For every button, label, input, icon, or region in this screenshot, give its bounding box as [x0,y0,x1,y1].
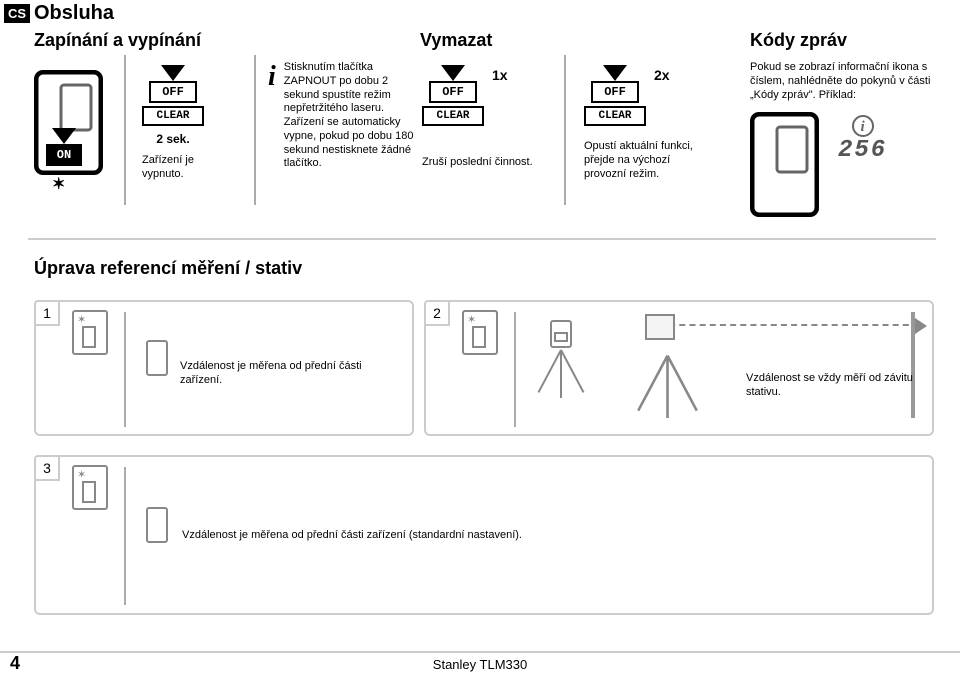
device-off-text: Zařízení je vypnuto. [142,154,238,182]
panel2-desc: Vzdálenost se vždy měří od závitu stativ… [746,372,916,400]
off-button-label: OFF [591,81,639,103]
panel-number: 1 [34,300,60,326]
arrow-down-icon [161,65,185,81]
arrow-down-icon [441,65,465,81]
press-count: 1x [492,67,508,83]
panel1-desc: Vzdálenost je měřena od přední části zař… [180,360,401,388]
reference-icon [72,310,108,355]
section-codes-title: Kódy zpráv [750,30,847,51]
arrow-down-icon [603,65,627,81]
divider [124,467,126,605]
duration-label: 2 sek. [142,132,204,146]
panel-number: 3 [34,455,60,481]
main-title: Obsluha [34,2,114,25]
panel-2: 2 Vzdálenost se vždy měří od závitu stat… [424,300,934,436]
panel-1: 1 Vzdálenost je měřena od přední části z… [34,300,414,436]
panel-number: 2 [424,300,450,326]
divider [564,55,566,205]
tripod-icon [536,338,586,398]
off-button-label: OFF [429,81,477,103]
reference-icon [462,310,498,355]
device-small-icon [146,340,168,376]
section-clear-title: Vymazat [420,30,492,51]
footer-product: Stanley TLM330 [0,651,960,672]
section-onoff-title: Zapínání a vypínání [34,30,201,51]
device-small-icon [146,507,168,543]
info-circle-icon: i [852,115,874,137]
panel3-desc: Vzdálenost je měřena od přední části zař… [182,529,522,543]
clear-button-label: CLEAR [584,106,646,126]
reference-icon [72,465,108,510]
code-display: 256 [838,137,887,164]
section-ref-title: Úprava referencí měření / stativ [34,258,302,279]
codes-info-text: Pokud se zobrazí informační ikona s čísl… [750,61,936,102]
info-text: Stisknutím tlačítka ZAPNOUT po dobu 2 se… [284,61,418,171]
press-count: 2x [654,67,670,83]
divider [124,312,126,427]
clear-button-label: CLEAR [422,106,484,126]
device-icon [750,112,819,217]
cancel-text: Zruší poslední činnost. [422,156,542,170]
info-icon: i [268,61,276,171]
arrow-down-icon [52,128,76,144]
wall-bar [911,312,915,418]
divider [124,55,126,205]
range-indicator [659,324,919,326]
divider [514,312,516,427]
off-button-label: OFF [149,81,197,103]
on-button-label: ON [46,144,82,166]
divider [254,55,256,205]
exit-text: Opustí aktuální funkci, přejde na výchoz… [584,140,704,181]
tripod-icon [635,340,700,418]
spark-icon: ✶ [52,174,65,194]
panel-3: 3 Vzdálenost je měřena od přední části z… [34,455,934,615]
language-tag: CS [4,4,30,23]
clear-button-label: CLEAR [142,106,204,126]
divider [28,238,936,240]
device-head-icon [645,314,675,340]
